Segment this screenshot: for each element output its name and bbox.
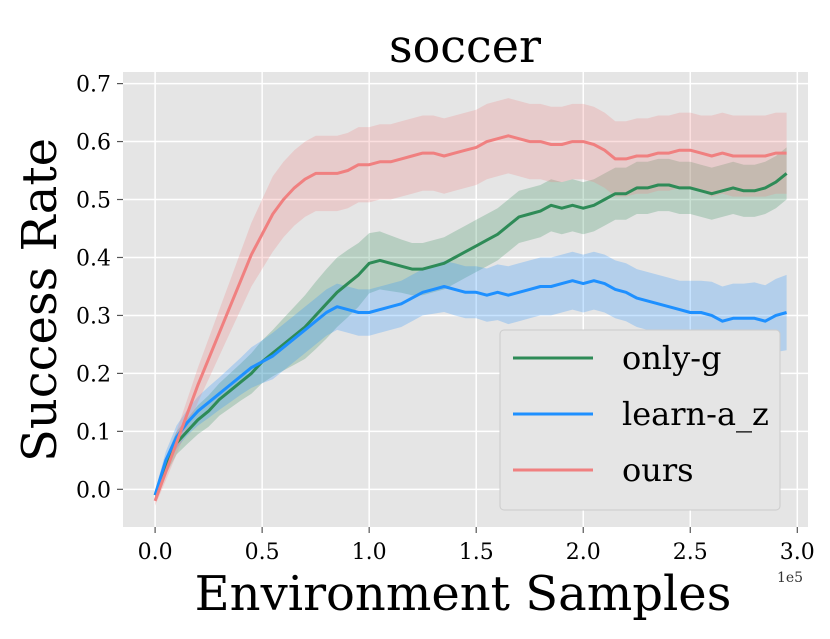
y-tick-label: 0.5 bbox=[76, 189, 111, 214]
y-tick-label: 0.4 bbox=[76, 246, 111, 271]
y-tick-label: 0.2 bbox=[76, 362, 111, 387]
x-tick-label: 0.0 bbox=[138, 540, 173, 565]
x-axis-title: Environment Samples bbox=[195, 566, 732, 622]
legend-box bbox=[499, 329, 781, 511]
y-tick-label: 0.6 bbox=[76, 131, 111, 156]
y-tick-label: 0.0 bbox=[76, 478, 111, 503]
legend-label-ours: ours bbox=[622, 451, 694, 489]
axis-ticks: 0.0 0.5 1.0 1.5 2.0 2.5 3.0 0.0 0.1 0.2 0.3 0.4 0.5 0… bbox=[76, 73, 815, 565]
x-tick-label: 1.5 bbox=[459, 540, 494, 565]
line-learn-a-z bbox=[153, 279, 787, 496]
legend-label-only-g: only-g bbox=[622, 339, 721, 377]
x-tick-label: 0.5 bbox=[245, 540, 280, 565]
series-lines bbox=[153, 134, 788, 502]
legend-label-learn-a-z: learn-a_z bbox=[622, 395, 769, 433]
y-tick-label: 0.7 bbox=[76, 73, 111, 98]
x-tick-label: 2.5 bbox=[673, 540, 708, 565]
x-tick-label: 3.0 bbox=[780, 540, 815, 565]
line-ours bbox=[153, 134, 787, 502]
x-tick-label: 2.0 bbox=[566, 540, 601, 565]
y-tick-label: 0.1 bbox=[76, 420, 111, 445]
x-tick-label: 1.0 bbox=[352, 540, 387, 565]
x-axis-offset-label: 1e5 bbox=[777, 570, 803, 586]
y-tick-label: 0.3 bbox=[76, 304, 111, 329]
chart-title: soccer bbox=[389, 19, 541, 73]
confidence-bands bbox=[155, 98, 787, 506]
band-ours bbox=[155, 98, 787, 506]
band-learn-a-z bbox=[155, 251, 787, 500]
band-only-g bbox=[155, 147, 787, 500]
y-axis-title: Success Rate bbox=[12, 138, 68, 462]
